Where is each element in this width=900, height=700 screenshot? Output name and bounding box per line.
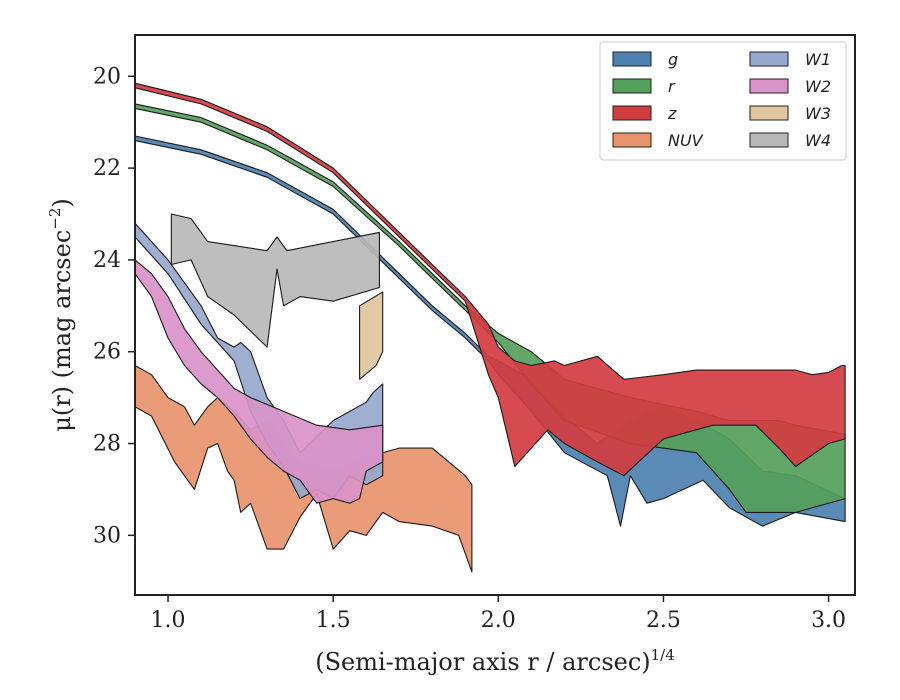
x-tick-label: 1.5 bbox=[316, 608, 351, 633]
legend-swatch-z bbox=[612, 105, 652, 121]
legend-label-r: r bbox=[668, 77, 676, 96]
x-tick-label: 2.0 bbox=[481, 608, 516, 633]
x-axis-label: (Semi-major axis r / arcsec)1/4 bbox=[315, 646, 675, 676]
y-tick-label: 26 bbox=[93, 340, 121, 365]
y-tick-label: 30 bbox=[93, 523, 121, 548]
band-w3 bbox=[359, 291, 384, 380]
legend-label-w3: W3 bbox=[805, 104, 831, 123]
legend-box bbox=[599, 41, 847, 161]
y-tick-label: 22 bbox=[93, 156, 121, 181]
x-tick-label: 2.5 bbox=[646, 608, 681, 633]
legend-label-nuv: NUV bbox=[668, 131, 704, 150]
plot-frame bbox=[134, 34, 856, 596]
y-axis-label: μ(r) (mag arcsec−2) bbox=[46, 198, 76, 432]
legend-swatch-g bbox=[612, 51, 652, 67]
y-tick-label: 24 bbox=[93, 248, 121, 273]
band-w4 bbox=[170, 213, 380, 348]
x-axis-label-superscript: 1/4 bbox=[651, 646, 675, 664]
legend-swatch-w1 bbox=[749, 51, 789, 67]
y-axis-label-superscript: −2 bbox=[46, 208, 64, 230]
legend-swatch-w3 bbox=[749, 105, 789, 121]
legend-swatch-w4 bbox=[749, 132, 789, 148]
y-axis-label-text: μ(r) (mag arcsec bbox=[48, 230, 76, 432]
series-bands bbox=[134, 82, 846, 573]
x-axis: 1.0 1.5 2.0 2.5 3.0 bbox=[151, 595, 846, 633]
band-w2 bbox=[134, 259, 384, 504]
x-tick-label: 1.0 bbox=[151, 608, 186, 633]
legend-label-z: z bbox=[667, 104, 677, 123]
legend-label-w2: W2 bbox=[805, 77, 831, 96]
x-axis-label-text: (Semi-major axis r / arcsec) bbox=[315, 648, 650, 676]
y-tick-label: 20 bbox=[93, 64, 121, 89]
legend: grz NUV W1 W2 W3 W4 bbox=[599, 41, 847, 161]
y-tick-label: 28 bbox=[93, 432, 121, 457]
legend-label-w4: W4 bbox=[805, 131, 831, 150]
y-axis-label-tail: ) bbox=[48, 198, 76, 207]
x-tick-label: 3.0 bbox=[811, 608, 846, 633]
y-axis: 20 22 24 26 28 30 bbox=[93, 64, 135, 548]
legend-swatch-w2 bbox=[749, 78, 789, 94]
legend-label-g: g bbox=[668, 50, 678, 69]
legend-swatch-nuv bbox=[612, 132, 652, 148]
legend-swatch-r bbox=[612, 78, 652, 94]
legend-label-w1: W1 bbox=[805, 50, 831, 69]
band-z bbox=[134, 82, 846, 477]
